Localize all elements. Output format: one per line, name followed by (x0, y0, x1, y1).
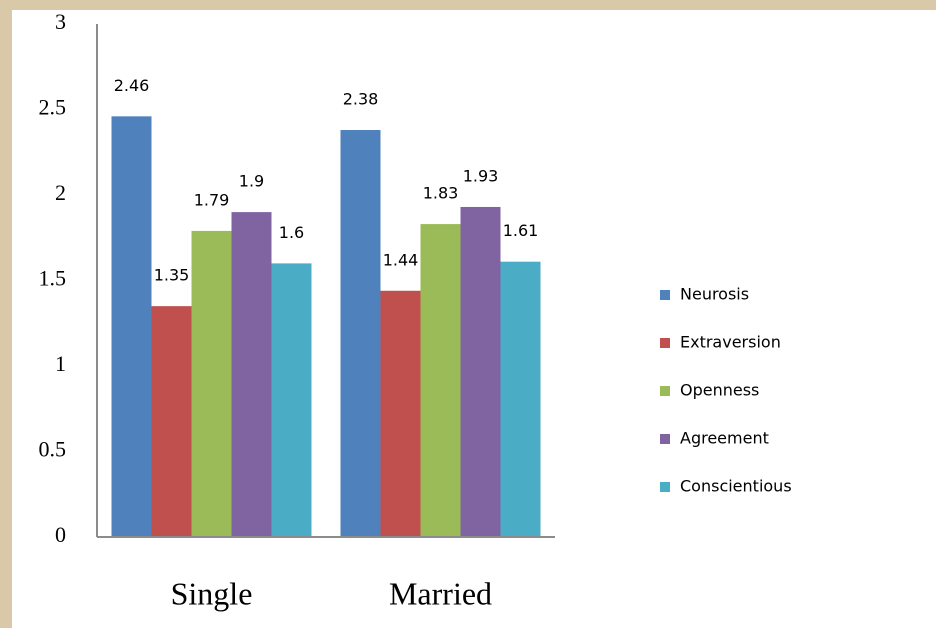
data-label: 1.44 (383, 250, 419, 269)
data-label: 1.9 (239, 172, 264, 191)
y-tick-label: 0 (55, 522, 66, 547)
y-tick-label: 3 (55, 9, 66, 34)
data-label: 1.83 (423, 184, 459, 203)
bar (191, 230, 232, 537)
data-label: 1.93 (463, 166, 499, 185)
y-tick-label: 1 (55, 351, 66, 376)
legend-label: Extraversion (680, 333, 781, 352)
y-tick-label: 2.5 (39, 95, 67, 120)
bar (271, 263, 312, 537)
data-label: 2.46 (114, 76, 150, 95)
bar (420, 224, 461, 537)
data-label: 1.35 (154, 266, 190, 285)
y-tick-label: 0.5 (39, 437, 67, 462)
bar (460, 206, 501, 537)
legend-swatch (660, 482, 670, 492)
legend-swatch (660, 434, 670, 444)
legend-swatch (660, 386, 670, 396)
data-label: 2.38 (343, 90, 379, 109)
legend-label: Neurosis (680, 285, 749, 304)
bar (500, 261, 541, 537)
legend-label: Agreement (680, 429, 769, 448)
data-label: 1.6 (279, 223, 304, 242)
bar (231, 212, 272, 537)
legend-swatch (660, 290, 670, 300)
data-label: 1.79 (194, 190, 230, 209)
legend-label: Conscientious (680, 477, 792, 496)
y-tick-label: 1.5 (39, 266, 67, 291)
data-label: 1.61 (503, 221, 539, 240)
x-tick-label: Single (171, 575, 253, 611)
bar (380, 290, 421, 537)
legend-swatch (660, 338, 670, 348)
bar (111, 116, 152, 537)
bar (151, 306, 192, 537)
x-tick-label: Married (389, 575, 492, 611)
y-tick-label: 2 (55, 180, 66, 205)
bar (340, 130, 381, 537)
legend-label: Openness (680, 381, 759, 400)
